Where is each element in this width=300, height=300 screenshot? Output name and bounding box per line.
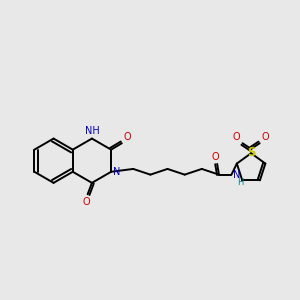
Text: H: H	[237, 178, 243, 187]
Text: S: S	[247, 146, 255, 159]
Text: O: O	[262, 132, 269, 142]
Text: N: N	[113, 167, 121, 177]
Text: O: O	[233, 132, 240, 142]
Text: N: N	[233, 169, 240, 180]
Text: O: O	[83, 197, 90, 207]
Text: O: O	[212, 152, 219, 162]
Text: O: O	[123, 132, 131, 142]
Text: NH: NH	[85, 126, 100, 136]
